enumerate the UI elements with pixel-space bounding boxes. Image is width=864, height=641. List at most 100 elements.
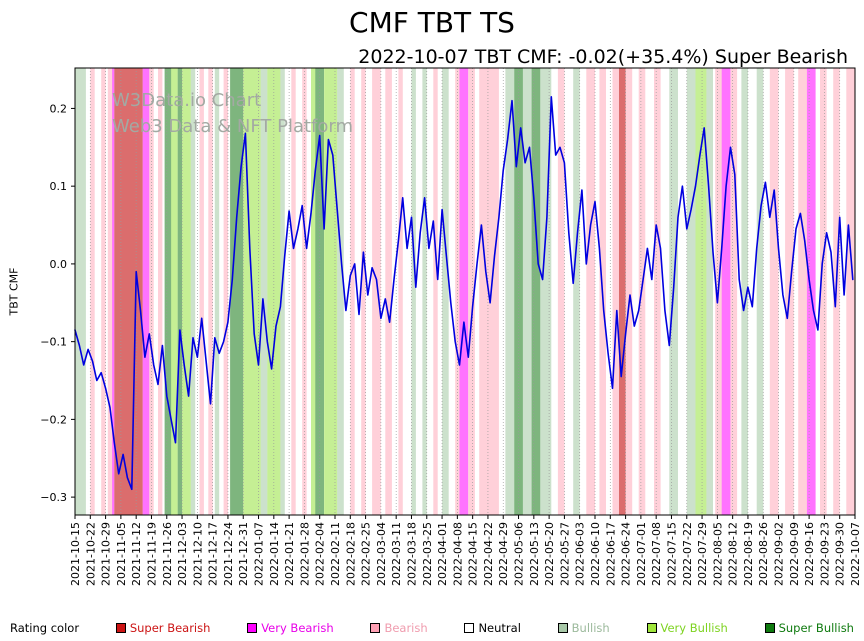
x-tick-label: 2022-07-22 (681, 522, 694, 586)
y-tick-label: 0.0 (50, 258, 68, 271)
legend-swatch-very-bearish (247, 623, 258, 633)
x-tick-label: 2022-05-06 (513, 522, 526, 586)
legend-swatch-very-bullish (646, 623, 657, 633)
rating-band-bullish (411, 68, 416, 515)
x-tick-label: 2022-02-04 (314, 522, 327, 586)
legend-item-bearish: Bearish (370, 621, 428, 635)
x-tick-label: 2022-05-27 (558, 522, 571, 586)
rating-band-very-bearish (459, 68, 469, 515)
x-tick-label: 2021-11-12 (130, 522, 143, 586)
rating-band-bullish (190, 68, 196, 515)
x-tick-label: 2022-09-30 (834, 522, 847, 586)
rating-band-bearish (372, 68, 381, 515)
x-tick-label: 2021-10-22 (84, 522, 97, 586)
x-tick-label: 2022-04-22 (482, 522, 495, 586)
x-tick-label: 2021-10-29 (100, 522, 113, 586)
x-tick-label: 2021-12-03 (176, 522, 189, 586)
x-tick-label: 2022-02-11 (329, 522, 342, 586)
rating-band-bearish (107, 68, 113, 515)
rating-band-bearish (223, 68, 228, 515)
legend-label-neutral: Neutral (478, 621, 521, 635)
x-tick-label: 2022-05-20 (543, 522, 556, 586)
chart-subtitle: 2022-10-07 TBT CMF: -0.02(+35.4%) Super … (358, 46, 848, 68)
x-tick-label: 2022-08-19 (742, 522, 755, 586)
legend-swatch-super-bearish (115, 623, 126, 633)
x-tick-label: 2022-08-12 (727, 522, 740, 586)
legend-label-super-bearish: Super Bearish (129, 621, 211, 635)
x-tick-label: 2022-02-25 (360, 522, 373, 586)
x-tick-label: 2022-06-24 (620, 522, 633, 586)
legend-swatch-neutral (464, 623, 475, 633)
x-tick-label: 2021-12-17 (207, 522, 220, 586)
legend-item-very-bullish: Very Bullish (646, 621, 728, 635)
rating-band-very-bullish (324, 68, 338, 515)
rating-band-bearish (361, 68, 366, 515)
x-tick-label: 2022-09-23 (818, 522, 831, 586)
rating-band-bullish (573, 68, 580, 515)
x-tick-label: 2021-11-26 (161, 522, 174, 586)
x-tick-label: 2022-04-29 (497, 522, 510, 586)
rating-band-bearish (149, 68, 154, 515)
x-tick-label: 2022-05-13 (528, 522, 541, 586)
rating-band-bullish (756, 68, 764, 515)
x-tick-label: 2022-10-07 (849, 522, 862, 586)
rating-band-bearish (385, 68, 392, 515)
rating-band-bearish (208, 68, 213, 515)
x-tick-label: 2021-10-15 (69, 522, 82, 586)
rating-band-bullish (422, 68, 427, 515)
x-tick-label: 2022-01-07 (253, 522, 266, 586)
rating-band-bullish (741, 68, 748, 515)
x-tick-label: 2022-04-01 (436, 522, 449, 586)
chart-title: CMF TBT TS (349, 6, 515, 39)
rating-band-bearish (291, 68, 296, 515)
rating-band-bullish (686, 68, 696, 515)
rating-band-bullish (337, 68, 344, 515)
rating-band-super-bearish (619, 68, 626, 515)
rating-band-bullish (522, 68, 532, 515)
x-tick-label: 2022-08-05 (711, 522, 724, 586)
rating-band-bearish (798, 68, 807, 515)
rating-band-bearish (199, 68, 204, 515)
x-tick-label: 2022-03-04 (375, 522, 388, 586)
x-tick-label: 2022-09-02 (773, 522, 786, 586)
rating-band-bearish (612, 68, 620, 515)
x-tick-label: 2022-01-28 (298, 522, 311, 586)
rating-band-bullish (280, 68, 285, 515)
rating-band-bearish (350, 68, 355, 515)
legend-label-super-bullish: Super Bullish (778, 621, 854, 635)
cmf-line (74, 96, 854, 491)
x-tick-label: 2022-04-08 (451, 522, 464, 586)
x-tick-label: 2022-01-14 (268, 522, 281, 586)
x-tick-label: 2022-06-03 (574, 522, 587, 586)
x-tick-label: 2022-06-17 (604, 522, 617, 586)
x-tick-label: 2021-11-19 (146, 522, 159, 586)
rating-band-super-bullish (177, 68, 183, 515)
x-tick-label: 2021-12-10 (191, 522, 204, 586)
rating-band-super-bullish (164, 68, 172, 515)
rating-band-very-bearish (112, 68, 115, 515)
plot-border (74, 67, 856, 516)
x-tick-label: 2022-07-15 (666, 522, 679, 586)
rating-band-bearish (101, 68, 106, 515)
legend-item-super-bearish: Super Bearish (115, 621, 211, 635)
rating-band-bearish (302, 68, 307, 515)
rating-band-bearish (769, 68, 779, 515)
legend-swatch-bullish (557, 623, 568, 633)
legend-label-bearish: Bearish (384, 621, 428, 635)
rating-band-bearish (846, 68, 855, 515)
legend-label-bullish: Bullish (571, 621, 610, 635)
x-tick-label: 2022-06-10 (589, 522, 602, 586)
rating-band-super-bullish (531, 68, 541, 515)
rating-band-bearish (730, 68, 738, 515)
x-tick-label: 2022-04-15 (467, 522, 480, 586)
y-tick-label: 0.2 (50, 102, 68, 115)
rating-band-super-bullish (315, 68, 324, 515)
legend-title: Rating color (10, 621, 80, 635)
rating-band-very-bearish (721, 68, 731, 515)
y-tick-label: −0.3 (40, 491, 67, 504)
legend-swatch-bearish (370, 623, 381, 633)
rating-band-bearish (433, 68, 438, 515)
rating-band-bullish (75, 68, 86, 515)
legend-swatch-super-bullish (764, 623, 775, 633)
legend-label-very-bearish: Very Bearish (261, 621, 334, 635)
